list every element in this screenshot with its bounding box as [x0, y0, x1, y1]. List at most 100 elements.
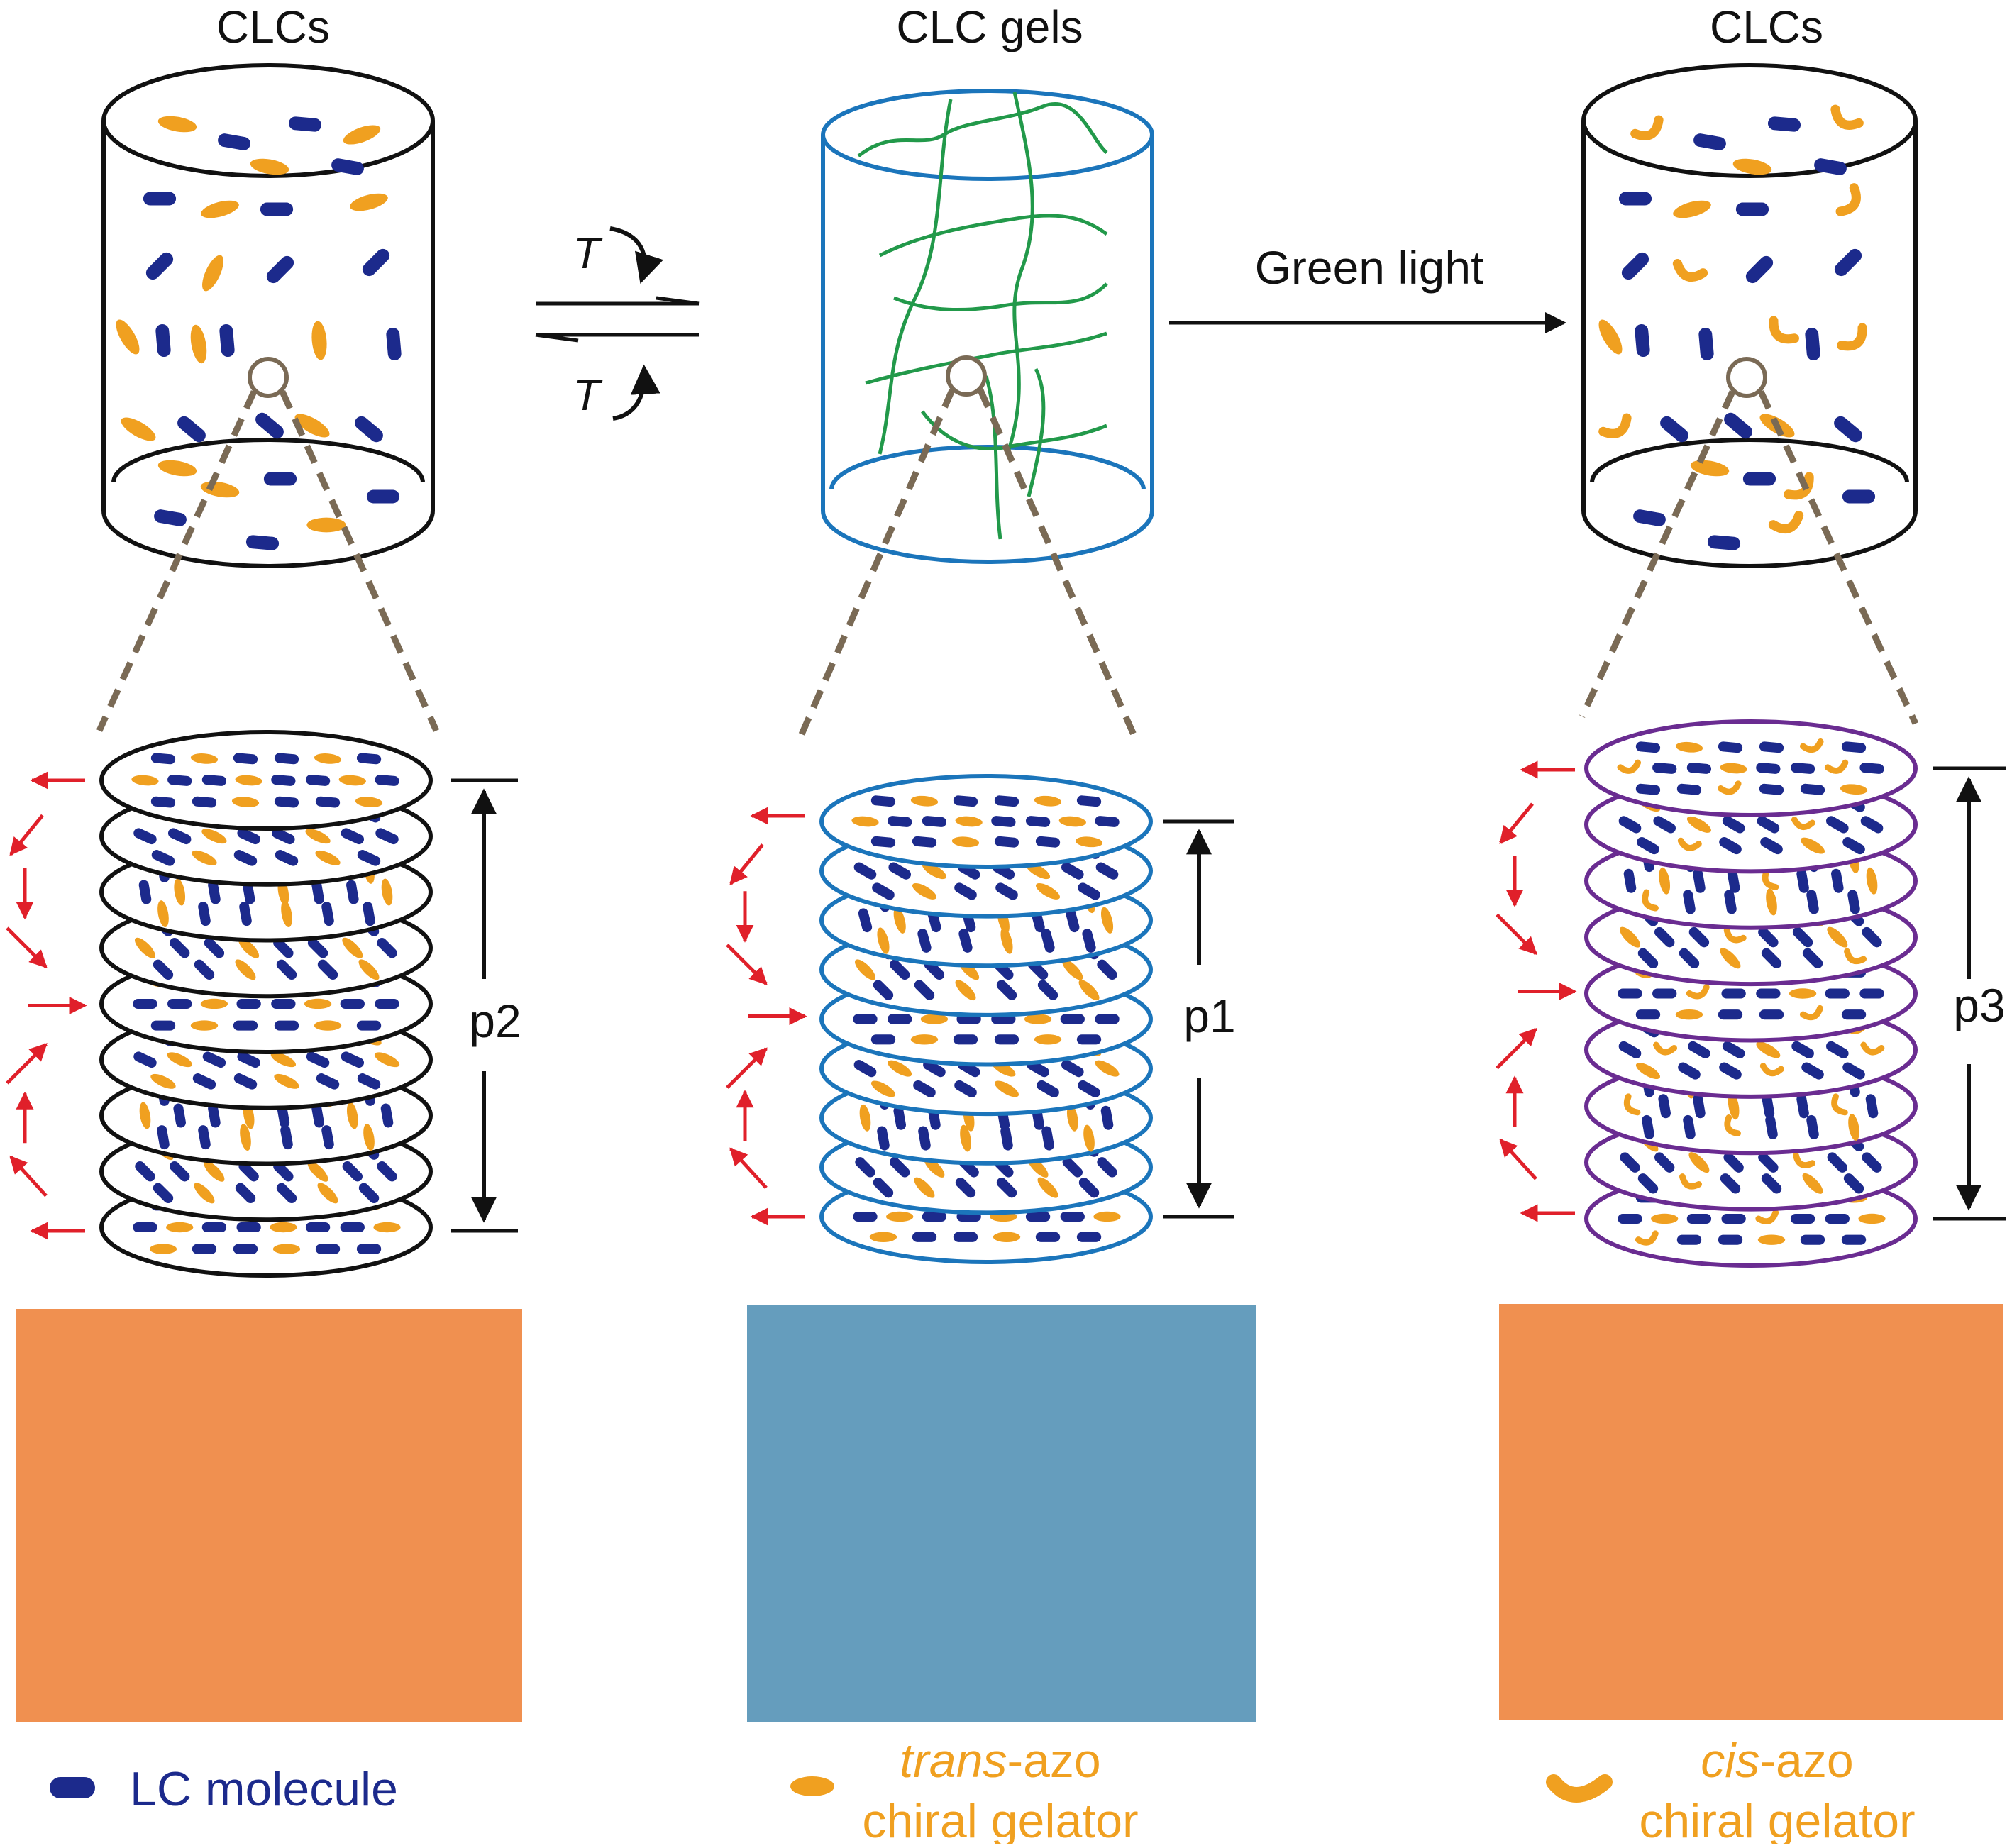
lc-molecule: [922, 1211, 947, 1222]
legend-trans-azo-line2: chiral gelator: [862, 1794, 1138, 1844]
lc-molecule: [858, 908, 873, 933]
lc-molecule: [192, 1244, 217, 1254]
trans-azo-molecule: [993, 1232, 1021, 1243]
lc-molecule: [386, 327, 402, 361]
director-arrows-right: [1496, 760, 1577, 1222]
trans-azo-molecule: [314, 1020, 342, 1031]
lc-molecule: [288, 116, 322, 132]
reversible-transition: T T: [535, 226, 700, 421]
trans-azo-molecule: [131, 775, 159, 786]
lc-molecule: [202, 1051, 226, 1068]
lc-molecule: [1686, 763, 1712, 774]
lc-molecule: [1859, 988, 1884, 999]
trans-azo-molecule: [270, 1052, 297, 1068]
lc-molecule: [994, 795, 1019, 807]
lc-molecule: [1688, 926, 1710, 948]
lc-molecule: [1862, 926, 1882, 948]
lc-molecule: [233, 753, 258, 765]
lc-molecule: [995, 882, 1018, 900]
trans-azo-molecule: [235, 775, 262, 786]
lc-molecule: [201, 775, 227, 786]
lc-molecule: [237, 828, 260, 845]
trans-azo-molecule: [201, 829, 227, 844]
cis-azo-molecule: [1623, 1093, 1641, 1116]
lc-molecule: [331, 158, 364, 175]
trans-azo-molecule: [1720, 763, 1747, 774]
lc-molecule: [276, 959, 297, 980]
lc-molecule: [235, 1183, 256, 1204]
trans-azo-molecule: [343, 125, 381, 145]
lc-molecule: [1841, 1234, 1867, 1245]
lc-molecule: [357, 850, 381, 866]
cis-azo-molecule: [1784, 472, 1814, 500]
lc-molecule: [955, 1177, 976, 1198]
legend-cis-azo-line1: cis-azo: [1701, 1734, 1853, 1788]
legend-cis-azo-line2: chiral gelator: [1639, 1794, 1915, 1844]
director-arrows-left: [6, 771, 87, 1240]
lc-molecule: [1037, 1080, 1059, 1098]
lc-molecule: [870, 836, 896, 848]
lc-molecule: [236, 998, 261, 1009]
cis-azo-molecule: [1799, 1005, 1823, 1021]
trans-azo-molecule: [346, 1102, 358, 1129]
legend-trans-prefix: trans: [900, 1734, 1007, 1788]
lc-molecule: [356, 1244, 382, 1254]
green-light-label: Green light: [1255, 241, 1484, 294]
lc-molecule: [912, 1232, 937, 1242]
lc-molecule: [341, 828, 365, 845]
trans-azo-molecule: [190, 324, 207, 364]
trans-azo-molecule: [851, 816, 879, 827]
lc-molecule: [1831, 868, 1844, 893]
trans-azo-molecule: [1802, 1173, 1823, 1194]
lc-molecule: [855, 1157, 875, 1178]
lc-molecule: [1653, 816, 1676, 834]
cis-azo-molecule: [1672, 259, 1708, 282]
trans-azo-molecule: [922, 863, 946, 880]
trans-azo-molecule: [305, 829, 331, 844]
lc-molecule: [233, 1244, 258, 1254]
lc-molecule: [1693, 868, 1706, 893]
lc-molecule: [1718, 1009, 1743, 1020]
lc-molecule: [173, 1103, 186, 1128]
lc-molecule: [1037, 980, 1058, 1000]
trans-azo-molecule: [870, 1080, 895, 1097]
lc-molecule: [1062, 1157, 1083, 1178]
trans-azo-molecule: [955, 816, 983, 827]
trans-azo-molecule: [914, 1177, 935, 1198]
trans-azo-molecule: [1000, 927, 1013, 954]
lc-molecule: [177, 416, 206, 443]
lc-molecule: [1693, 1094, 1706, 1119]
lc-molecule: [237, 1051, 260, 1068]
lc-molecule: [266, 255, 294, 284]
trans-azo-molecule: [342, 937, 363, 958]
lc-molecule: [208, 880, 221, 904]
trans-azo-molecule: [374, 1052, 400, 1068]
lc-molecule: [1698, 327, 1714, 361]
cis-azo-molecule: [1598, 413, 1632, 438]
lc-molecule: [893, 1105, 906, 1130]
cis-azo-molecule: [1762, 868, 1779, 890]
lc-molecule: [170, 938, 190, 958]
trans-azo-molecule: [1858, 1213, 1886, 1224]
cis-azo-molecule: [1635, 1230, 1659, 1246]
lc-molecule: [1100, 1105, 1114, 1130]
lc-molecule: [1759, 783, 1784, 795]
trans-azo-molecule: [910, 795, 939, 807]
helical-stack-middle: [819, 774, 1153, 1264]
curl-arrow-icon: [612, 364, 660, 421]
lc-molecule: [236, 1222, 261, 1233]
cis-azo-molecule: [1844, 948, 1867, 965]
legend-cis-suffix: -azo: [1759, 1734, 1853, 1788]
lc-molecule: [1637, 1173, 1659, 1194]
pitch-bracket-left: p2: [451, 778, 521, 1233]
lc-molecule: [913, 1080, 936, 1098]
trans-azo-molecule: [200, 998, 228, 1009]
trans-azo-molecule: [139, 1102, 151, 1129]
lc-molecule: [1693, 133, 1726, 150]
lc-molecule: [155, 323, 171, 358]
lc-molecule: [1800, 1234, 1825, 1245]
trans-azo-molecule: [350, 193, 388, 211]
lc-molecule: [996, 1177, 1017, 1198]
trans-azo-molecule: [1100, 907, 1114, 934]
lc-molecule: [1078, 1177, 1100, 1198]
